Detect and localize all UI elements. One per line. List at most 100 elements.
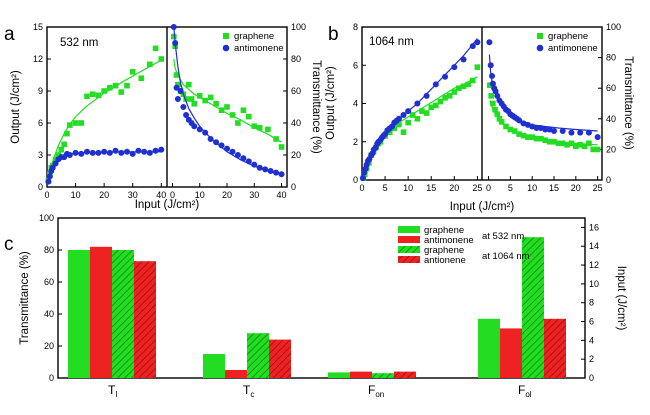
- a-right-antimonene-point: [180, 104, 187, 110]
- a-left-graphene-point: [129, 69, 136, 75]
- b-right-antimonene-point: [489, 80, 496, 87]
- legend-c-label-0: graphene: [424, 225, 464, 236]
- b-right-antimonene-fit-line: [488, 54, 598, 132]
- b-left-graphene-point: [451, 89, 458, 95]
- b-right-ytick-label: 0: [606, 175, 611, 185]
- a-right-antimonene-point: [245, 158, 252, 165]
- c-category-label: Tc: [243, 383, 254, 399]
- legend-c: graphene antimonene graphene antionene a…: [398, 225, 530, 266]
- c-bar-Fol-0: [478, 318, 500, 378]
- legend-c-label-1: antimonene: [424, 235, 474, 246]
- a-left-graphene-point: [89, 91, 96, 97]
- a-left-antimonene-point: [158, 146, 165, 153]
- c-bar-Fol-1: [500, 328, 522, 378]
- a-left-antimonene-point: [112, 147, 119, 154]
- a-right-graphene-point: [251, 123, 258, 129]
- a-left-graphene-point: [84, 93, 90, 100]
- b-right-graphene-point: [533, 135, 540, 142]
- c-category-label: TI: [108, 383, 118, 399]
- a-left-antimonene-point: [72, 149, 79, 156]
- a-right-xtick-label: 10: [195, 190, 205, 200]
- b-right-antimonene-point: [568, 129, 575, 136]
- legend-a: graphene antimonene: [222, 31, 284, 54]
- c-ytick-label: 80: [44, 245, 54, 255]
- a-right-xtick-label: 20: [222, 190, 232, 200]
- a-right-antimonene-point: [262, 166, 269, 173]
- b-right-graphene-point: [538, 135, 544, 142]
- a-right-antimonene-point: [256, 164, 263, 171]
- a-left-antimonene-point: [49, 164, 56, 171]
- b-left-graphene-fit-line: [361, 76, 478, 177]
- a-right-antimonene-point: [183, 112, 190, 118]
- c-y2tick-label: 16: [589, 222, 599, 232]
- b-right-graphene-point: [564, 142, 570, 148]
- b-right-antimonene-point: [585, 129, 592, 136]
- a-left-xtick-label: 30: [128, 190, 138, 200]
- c-y2tick-label: 8: [589, 298, 594, 308]
- b-left-antimonene-point: [359, 175, 366, 182]
- a-left-graphene-point: [152, 45, 159, 52]
- b-left-antimonene-point: [451, 64, 458, 71]
- b-left-graphene-point: [446, 93, 453, 99]
- legend-b-antimonene-marker: [536, 44, 544, 52]
- legend-b: graphene antimonene: [536, 31, 598, 54]
- b-left-graphene-point: [460, 83, 467, 90]
- c-y2tick-label: 10: [589, 279, 599, 289]
- a-left-graphene-point: [147, 61, 153, 68]
- a-left-ytick-label: 6: [38, 118, 43, 128]
- a-right-ytick-label: 20: [291, 150, 301, 160]
- a-right-graphene-point: [246, 113, 252, 120]
- b-left-graphene-point: [400, 129, 407, 135]
- c-bar-Tc-2: [247, 333, 269, 378]
- a-right-antimonene-point: [213, 139, 220, 146]
- a-left-antimonene-point: [78, 150, 85, 157]
- b-right-graphene-point: [496, 116, 503, 122]
- b-right-graphene-point: [490, 100, 496, 107]
- a-left-antimonene-point: [106, 149, 113, 156]
- chart-b-left: 0 5 10 15 20 25 0 2 4 6 8: [353, 22, 482, 193]
- b-left-antimonene-point: [442, 73, 449, 80]
- a-right-graphene-point: [240, 107, 247, 113]
- a-right-graphene-point: [235, 120, 241, 126]
- a-right-graphene-point: [173, 72, 180, 78]
- b-right-graphene-point: [590, 146, 597, 153]
- a-right-antimonene-point: [170, 24, 177, 30]
- panel-label-b: b: [328, 24, 339, 45]
- b-left-graphene-point: [469, 77, 476, 84]
- legend-c-swatch-2: [398, 246, 420, 253]
- legend-c-label-2: graphene: [424, 245, 464, 256]
- a-left-ytick-label: 3: [38, 150, 43, 160]
- a-right-antimonene-point: [229, 148, 236, 155]
- a-right-graphene-point: [213, 101, 219, 107]
- a-xlabel: Input (J/cm²): [135, 199, 200, 211]
- a-left-graphene-point: [124, 82, 130, 89]
- b-left-antimonene-point: [400, 111, 407, 118]
- a-left-graphene-point: [55, 152, 62, 158]
- b-left-xtick-label: 5: [383, 183, 388, 193]
- b-left-xtick-label: 0: [359, 183, 364, 193]
- c-ytick-label: 40: [44, 309, 54, 319]
- b-left-ytick-label: 8: [353, 22, 358, 32]
- b-ylabel-right: Transmittance (%): [622, 56, 634, 150]
- b-right-graphene-point: [581, 143, 588, 150]
- c-category-labels: TI Tc Fon Fol: [108, 383, 532, 399]
- a-left-graphene-point: [78, 120, 85, 126]
- b-left-xtick-label: 20: [449, 183, 459, 193]
- a-left-graphene-point: [112, 82, 119, 89]
- c-bar-Fol-3: [544, 318, 566, 378]
- c-ytick-label: 100: [39, 213, 54, 223]
- c-ytick-label: 20: [44, 341, 54, 351]
- b-right-antimonene-point: [577, 129, 584, 136]
- a-right-graphene-point: [175, 81, 181, 88]
- b-right-graphene-point: [529, 134, 535, 140]
- a-right-graphene-point: [191, 101, 198, 107]
- b-right-xtick-label: 20: [571, 183, 581, 193]
- b-left-ytick-label: 2: [353, 137, 358, 147]
- a-left-ytick-label: 15: [33, 22, 43, 32]
- b-right-graphene-point: [494, 111, 501, 118]
- a-right-antimonene-point: [191, 123, 198, 130]
- b-left-antimonene-point: [432, 81, 439, 88]
- b-left-ytick-label: 6: [353, 60, 358, 70]
- legend-c-swatch-1: [398, 236, 420, 243]
- b-right-xtick-label: 10: [527, 183, 537, 193]
